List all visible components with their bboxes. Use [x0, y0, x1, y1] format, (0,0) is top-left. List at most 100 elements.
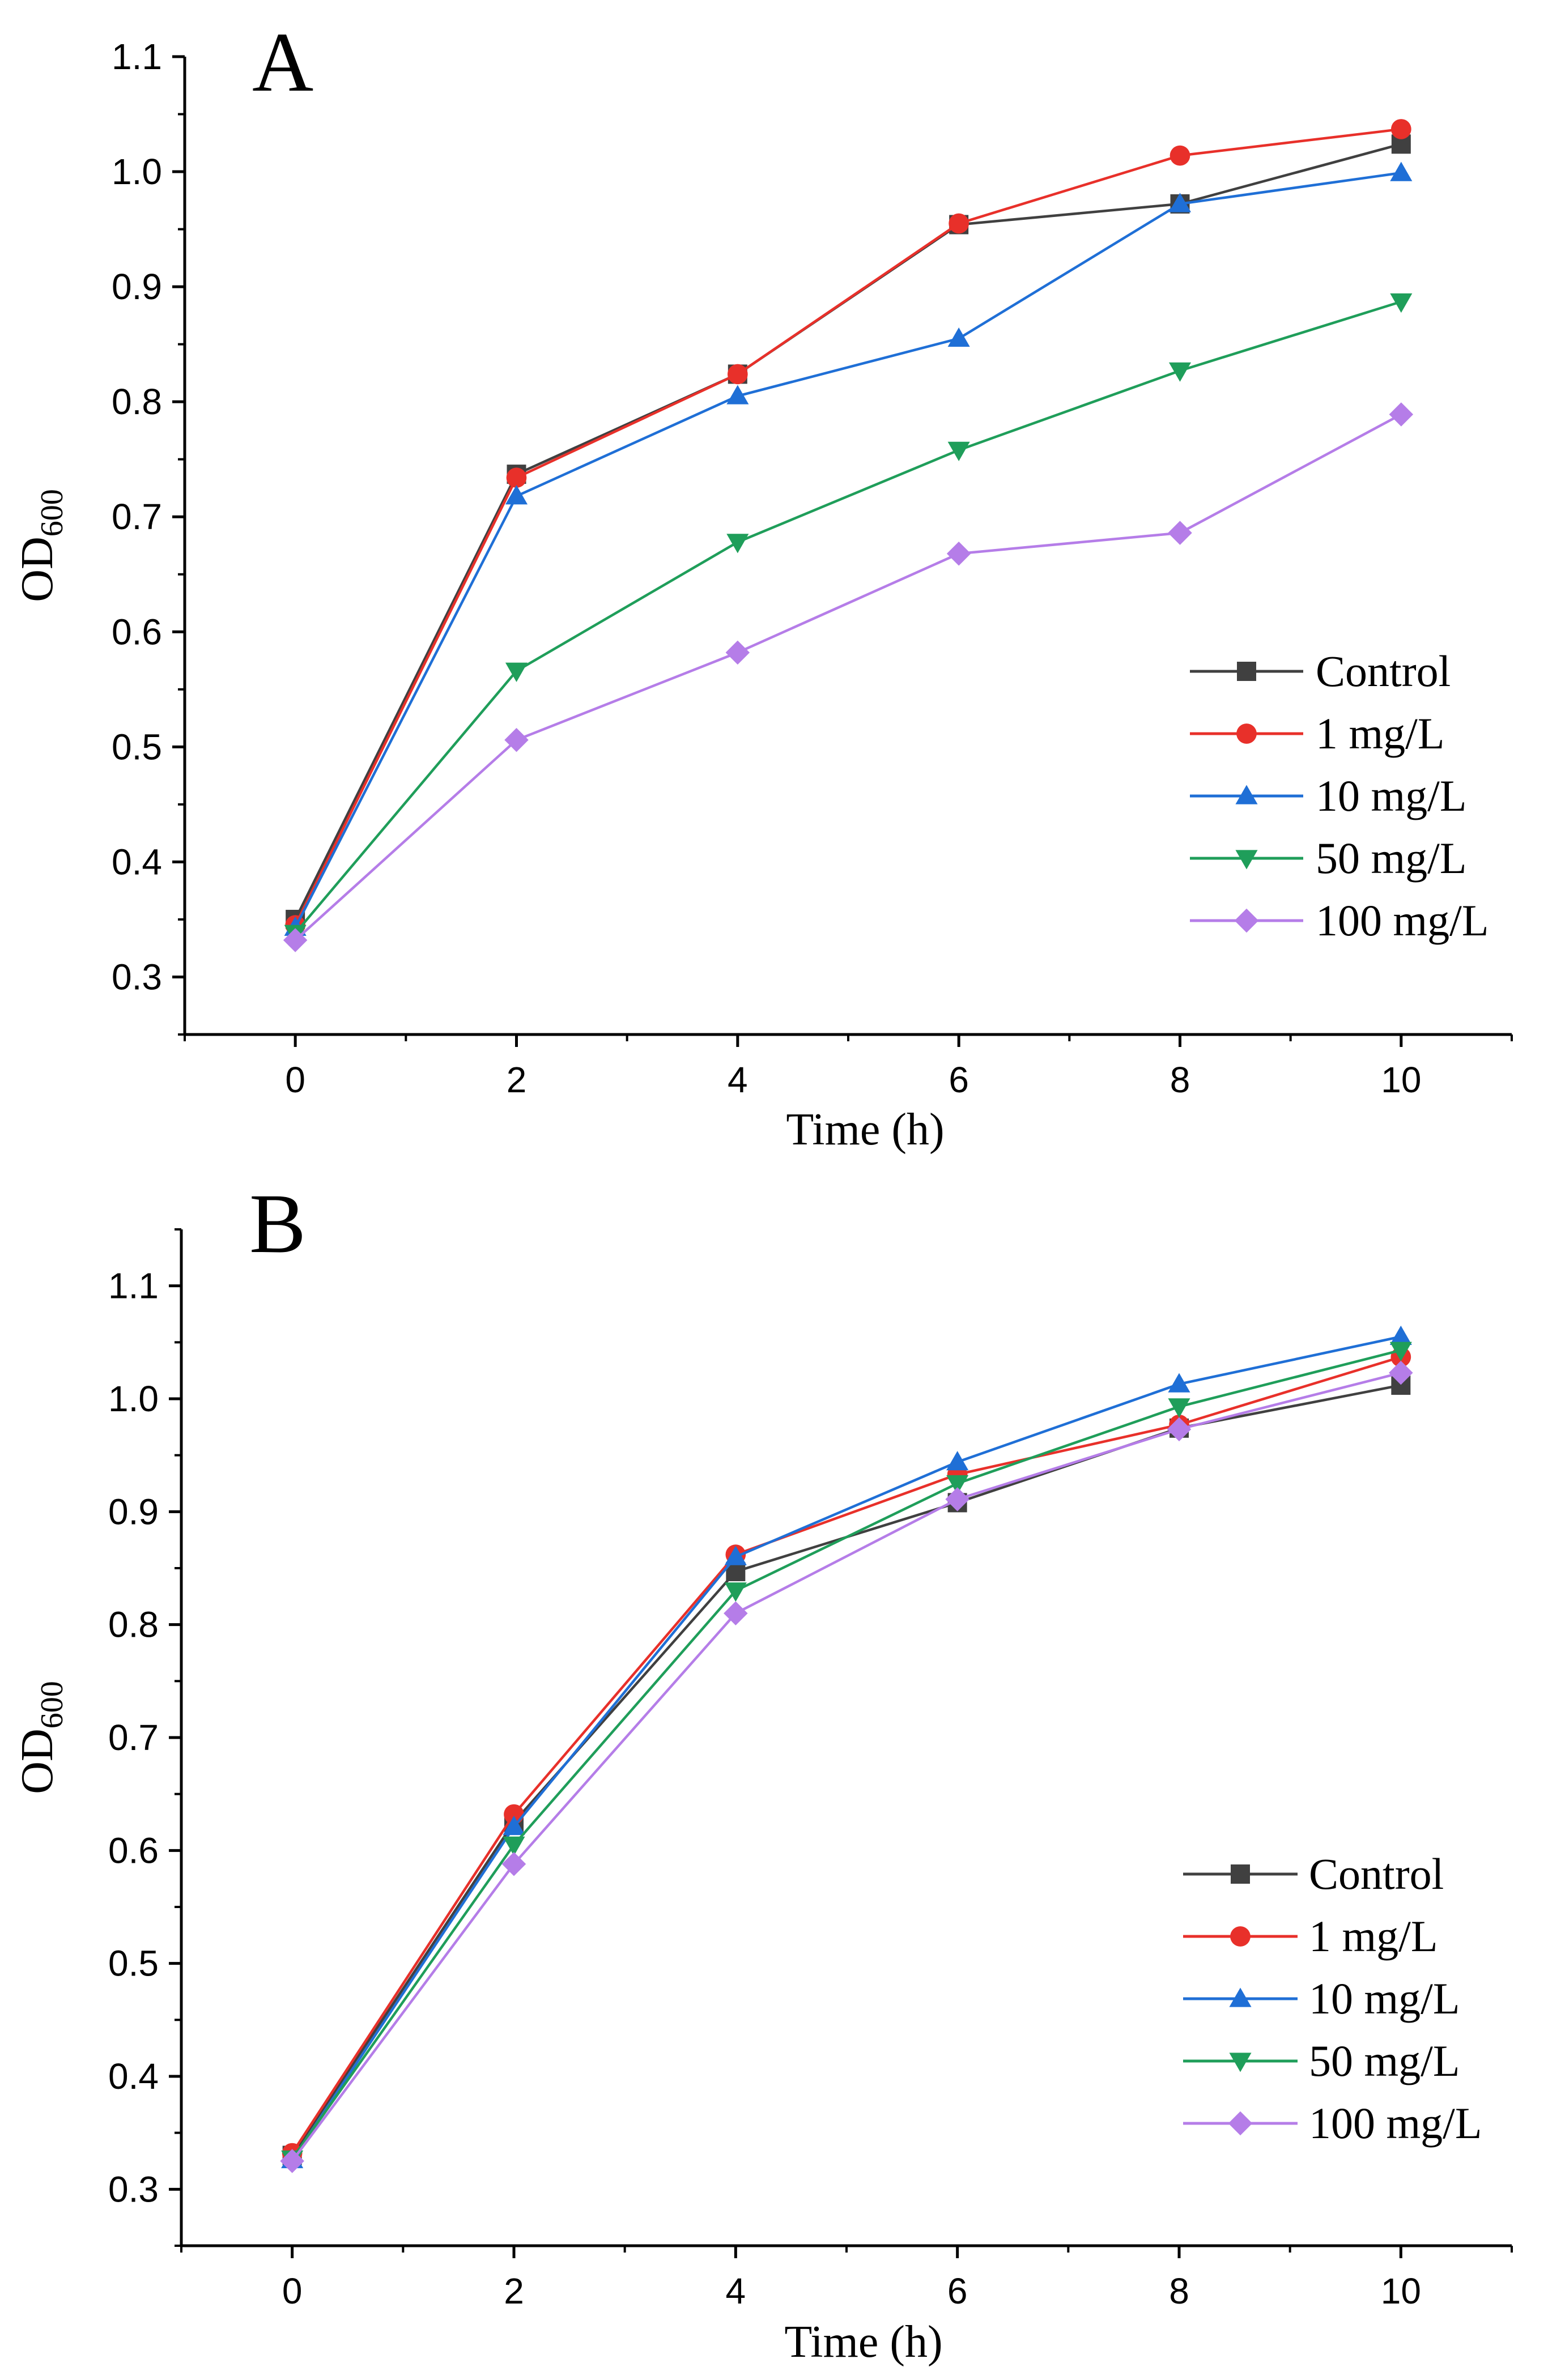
- series-1-mg-l: [282, 1347, 1411, 2164]
- series-1-mg-l: [285, 119, 1411, 935]
- series-line: [291, 1356, 1401, 2154]
- legend-label: 10 mg/L: [1309, 1974, 1460, 2023]
- data-point: [946, 1475, 969, 1495]
- y-tick-label: 0.4: [108, 2056, 159, 2097]
- x-tick-label: 10: [1381, 2271, 1421, 2311]
- x-tick-label: 6: [947, 2271, 968, 2311]
- legend-item: 10 mg/L: [1183, 1974, 1460, 2023]
- data-point: [503, 1815, 525, 1836]
- data-point: [1390, 161, 1413, 181]
- x-tick-label: 8: [1170, 1059, 1190, 1100]
- y-tick-label: 0.7: [108, 1717, 159, 1758]
- data-point: [506, 467, 527, 488]
- data-point: [1389, 1342, 1412, 1361]
- data-point: [946, 1451, 969, 1471]
- legend-label: 50 mg/L: [1309, 2036, 1460, 2085]
- y-axis-title: OD600: [12, 489, 70, 602]
- legend-item: 100 mg/L: [1183, 2098, 1482, 2148]
- series-line: [291, 1371, 1401, 2162]
- chart-panel-a: 0.3 0.4 0.5 0.6 0.7 0.8 0.9 1.0 1.1 0 2 4 6 8 10 Time (…: [12, 15, 1513, 1155]
- data-point: [1389, 402, 1414, 427]
- data-point: [505, 485, 528, 505]
- y-tick-label: 0.9: [112, 266, 162, 307]
- legend-label: Control: [1316, 646, 1451, 696]
- data-point: [1389, 1360, 1413, 1385]
- legend-marker: [1236, 723, 1257, 744]
- y-tick-label: 0.9: [108, 1491, 159, 1532]
- y-tick-label: 0.8: [108, 1604, 159, 1645]
- legend-item: 10 mg/L: [1190, 771, 1467, 820]
- data-point: [1168, 362, 1192, 382]
- x-tick-label: 8: [1169, 2271, 1189, 2311]
- data-point: [724, 1545, 747, 1565]
- data-point: [1169, 145, 1190, 166]
- x-axis-title: Time (h): [786, 1105, 944, 1155]
- legend-label: Control: [1309, 1849, 1444, 1898]
- y-tick-label: 0.8: [112, 381, 162, 422]
- data-point: [949, 213, 969, 234]
- y-axis-title-main: OD: [12, 537, 62, 602]
- x-tick-label: 6: [949, 1059, 969, 1100]
- y-tick-label: 0.6: [112, 611, 162, 652]
- y-tick-label: 0.6: [108, 1830, 159, 1871]
- data-point: [503, 1836, 525, 1856]
- y-tick-label: 1.0: [108, 1378, 159, 1419]
- y-axis-title-main: OD: [12, 1728, 62, 1794]
- legend-label: 100 mg/L: [1316, 896, 1489, 945]
- x-tick-label: 4: [728, 1059, 748, 1100]
- series-100-mg-l: [280, 1360, 1413, 2173]
- x-tick-label: 2: [507, 1059, 527, 1100]
- legend-label: 50 mg/L: [1316, 833, 1467, 883]
- data-point: [1168, 1398, 1190, 1418]
- data-point: [1168, 1373, 1190, 1393]
- data-point: [726, 385, 749, 405]
- legend-item: Control: [1183, 1849, 1444, 1898]
- legend-marker: [1235, 850, 1258, 870]
- data-point: [1167, 1417, 1192, 1442]
- series-line: [291, 1349, 1401, 2160]
- data-point: [724, 1582, 747, 1602]
- legend-marker: [1230, 1926, 1251, 1947]
- legend-label: 10 mg/L: [1316, 771, 1467, 820]
- legend-marker: [1234, 908, 1259, 933]
- legend-item: 50 mg/L: [1183, 2036, 1460, 2085]
- series-line: [291, 1335, 1401, 2161]
- y-tick-label: 0.5: [112, 726, 162, 767]
- legend-marker: [1235, 785, 1258, 804]
- legend-marker: [1237, 662, 1256, 681]
- legend-label: 1 mg/L: [1309, 1911, 1438, 1961]
- legend-item: Control: [1190, 646, 1451, 696]
- y-tick-label: 1.1: [108, 1266, 159, 1306]
- data-point: [1389, 1325, 1412, 1346]
- legend-label: 100 mg/L: [1309, 2098, 1482, 2148]
- series-line: [294, 143, 1402, 920]
- y-tick-label: 0.3: [108, 2169, 159, 2209]
- series-line: [294, 171, 1402, 929]
- data-point: [505, 662, 528, 682]
- series-100-mg-l: [283, 402, 1414, 952]
- x-tick-label: 0: [285, 1059, 305, 1100]
- legend-marker: [1229, 2053, 1252, 2072]
- y-tick-label: 0.3: [112, 956, 162, 997]
- data-point: [504, 727, 529, 752]
- data-point: [283, 928, 308, 952]
- data-point: [1168, 521, 1192, 545]
- panel-label: B: [249, 1177, 306, 1271]
- series-control: [282, 1376, 1411, 2165]
- data-point: [725, 640, 750, 665]
- data-point: [726, 534, 749, 554]
- series-10-mg-l: [284, 161, 1413, 936]
- y-axis-title-subscript: 600: [35, 1681, 70, 1728]
- data-point: [280, 2149, 304, 2173]
- legend-item: 50 mg/L: [1190, 833, 1467, 883]
- series-10-mg-l: [281, 1325, 1412, 2169]
- legend-item: 1 mg/L: [1190, 709, 1445, 758]
- legend-marker: [1228, 2111, 1253, 2136]
- legend-marker: [1229, 1987, 1252, 2007]
- data-point: [724, 1601, 748, 1625]
- legend-marker: [1231, 1864, 1250, 1884]
- y-tick-label: 1.0: [112, 151, 162, 192]
- legend-item: 100 mg/L: [1190, 896, 1489, 945]
- data-point: [1168, 193, 1192, 212]
- y-axis-title-subscript: 600: [35, 489, 70, 537]
